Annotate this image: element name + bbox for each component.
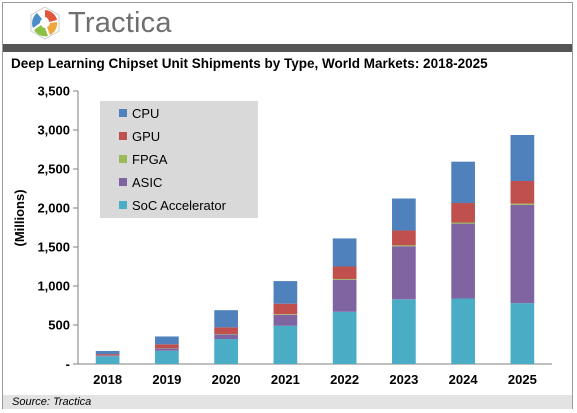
x-tick-label: 2025 — [508, 372, 537, 387]
x-tick-label: 2018 — [93, 372, 122, 387]
x-tick-label: 2022 — [330, 372, 359, 387]
bar-segment-soc-accelerator — [392, 299, 416, 364]
bar-segment-soc-accelerator — [451, 298, 475, 364]
bar-segment-asic — [95, 355, 120, 357]
y-tick-label: 1,000 — [37, 279, 70, 294]
bar-segment-soc-accelerator — [95, 356, 120, 364]
x-tick-label: 2021 — [271, 372, 300, 387]
bar-segment-gpu — [155, 344, 179, 349]
legend-swatch — [119, 201, 127, 209]
y-tick-label: 3,500 — [37, 84, 70, 99]
bar-segment-cpu — [273, 281, 298, 304]
bar-segment-fpga — [332, 278, 357, 280]
bar-segment-asic — [510, 204, 535, 304]
legend-label: FPGA — [132, 152, 168, 167]
bar-segment-soc-accelerator — [214, 339, 238, 364]
bar-segment-fpga — [510, 203, 535, 205]
bar-segment-cpu — [510, 134, 535, 182]
y-tick-label: 2,000 — [37, 201, 70, 216]
bar-segment-fpga — [273, 314, 298, 315]
bar-segment-cpu — [155, 336, 179, 345]
bar-segment-gpu — [451, 203, 475, 223]
y-tick-label: - — [66, 357, 70, 372]
title-divider-bar — [3, 44, 572, 52]
bar-segment-cpu — [451, 161, 475, 204]
x-tick-label: 2024 — [449, 372, 479, 387]
bar-segment-soc-accelerator — [510, 303, 535, 364]
legend-label: SoC Accelerator — [132, 198, 227, 213]
legend-swatch — [119, 178, 127, 186]
source-bar — [3, 395, 572, 409]
legend-swatch — [119, 109, 127, 117]
brand-logo: Tractica — [28, 6, 172, 40]
y-tick-label: 500 — [48, 318, 70, 333]
bar-segment-cpu — [214, 310, 238, 328]
legend: CPU GPU FPGA ASIC SoC Accelerator — [100, 101, 258, 218]
y-tick-label: 3,000 — [37, 123, 70, 138]
y-axis-label: (Millions) — [12, 189, 27, 246]
bar-segment-asic — [332, 279, 357, 312]
bar-segment-fpga — [392, 245, 416, 247]
x-tick-label: 2023 — [389, 372, 418, 387]
bar-segment-cpu — [95, 350, 120, 355]
bar-segment-soc-accelerator — [332, 311, 357, 364]
bar-segment-asic — [451, 223, 475, 299]
brand-name: Tractica — [68, 6, 172, 39]
bars — [95, 134, 535, 364]
chart-title: Deep Learning Chipset Unit Shipments by … — [11, 56, 488, 71]
bar-segment-soc-accelerator — [273, 325, 298, 364]
legend-swatch — [119, 155, 127, 163]
bar-segment-gpu — [273, 303, 298, 315]
bar-segment-cpu — [392, 198, 416, 231]
bar-segment-asic — [273, 314, 298, 326]
source-note: Source: Tractica — [12, 396, 92, 408]
bar-segment-asic — [155, 348, 179, 351]
bar-segment-gpu — [95, 354, 120, 356]
y-tick-label: 2,500 — [37, 162, 70, 177]
bar-segment-cpu — [332, 238, 357, 267]
legend-label: GPU — [132, 129, 160, 144]
bar-segment-fpga — [451, 222, 475, 224]
bar-segment-soc-accelerator — [155, 350, 179, 364]
hexagon-swirl-icon — [30, 6, 60, 40]
bar-segment-asic — [392, 246, 416, 300]
legend-label: CPU — [132, 106, 159, 121]
bar-segment-asic — [214, 334, 238, 340]
bar-segment-gpu — [214, 327, 238, 334]
legend-label: ASIC — [132, 175, 162, 190]
y-tick-label: 1,500 — [37, 240, 70, 255]
bar-segment-gpu — [332, 266, 357, 279]
x-tick-label: 2020 — [212, 372, 241, 387]
legend-swatch — [119, 132, 127, 140]
x-tick-label: 2019 — [152, 372, 181, 387]
bar-segment-gpu — [510, 181, 535, 204]
bar-segment-gpu — [392, 230, 416, 246]
